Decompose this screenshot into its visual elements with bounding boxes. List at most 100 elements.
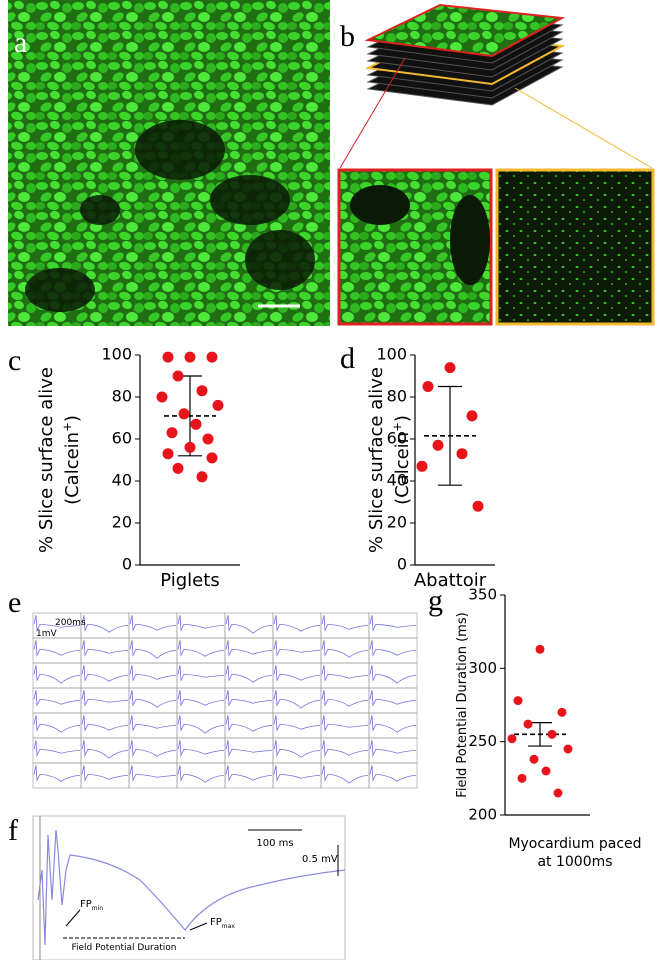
trace-cell (272, 737, 322, 764)
y-tick-label: 200 (468, 806, 497, 824)
volt-scale: 0.5 mV (302, 854, 338, 865)
label-part: (Calcein (392, 432, 413, 505)
y-tick-label: 250 (468, 732, 497, 750)
trace (177, 615, 225, 632)
fp-max: FPmax (210, 917, 235, 930)
trace (321, 615, 369, 632)
trace (33, 665, 81, 684)
data-point (535, 644, 545, 654)
y-tick-label: 100 (101, 345, 132, 364)
trace-cell (368, 687, 418, 714)
trace-cell (176, 762, 226, 789)
x-axis-label: Myocardium paced (508, 836, 641, 852)
trace (177, 640, 225, 657)
y-tick-label: 80 (112, 387, 132, 406)
fp-min: FPmin (80, 899, 103, 912)
trace (273, 740, 321, 758)
trace (177, 740, 225, 757)
y-tick-label: 80 (387, 387, 407, 406)
trace (33, 765, 81, 782)
data-point (184, 351, 196, 363)
trace-cell (176, 637, 226, 664)
panel-letter: f (8, 814, 18, 847)
tspan: min (92, 905, 104, 912)
trace (321, 665, 369, 682)
panel-letter: b (340, 20, 355, 53)
trace-frame (32, 815, 346, 960)
y-tick-label: 20 (112, 513, 132, 532)
volt-scale: 1mV (36, 629, 57, 639)
y-tick-label: 0 (397, 555, 407, 574)
data-point (416, 460, 428, 472)
label-sup: + (60, 422, 74, 432)
trace-cell (368, 637, 418, 664)
data-point (466, 410, 478, 422)
y-axis-label: % Slice surface alive (366, 367, 387, 553)
y-axis-label: (Calcein+) (60, 415, 83, 505)
trace (321, 640, 369, 658)
trace (129, 665, 177, 682)
trace (273, 690, 321, 709)
trace-cell (320, 662, 370, 689)
trace (321, 765, 369, 784)
link-line (514, 87, 653, 169)
data-point (563, 744, 573, 754)
ellipse (25, 268, 95, 312)
trace (33, 740, 81, 757)
ellipse (245, 230, 315, 290)
trace (129, 615, 177, 632)
trace (225, 740, 273, 757)
trace-cell (128, 662, 178, 689)
trace-cell (368, 762, 418, 789)
trace (225, 665, 273, 683)
trace-cell (128, 687, 178, 714)
y-axis-label: (Calcein+) (390, 415, 413, 505)
data-point (166, 427, 178, 439)
panel-letter: e (8, 586, 21, 619)
y-axis-label: Field Potential Duration (ms) (455, 612, 470, 797)
trace (81, 740, 129, 759)
trace-cell (32, 762, 82, 789)
tspan: FP (210, 917, 222, 928)
data-point (547, 729, 557, 739)
trace (129, 740, 177, 757)
y-tick-label: 40 (112, 471, 132, 490)
panel-letter: d (340, 342, 355, 375)
trace (369, 740, 417, 757)
trace-cell (224, 662, 274, 689)
link-line (339, 57, 406, 169)
data-point (190, 418, 202, 430)
trace (129, 715, 177, 732)
trace (225, 615, 273, 634)
x-axis-label: at 1000ms (537, 854, 612, 870)
data-point (206, 452, 218, 464)
trace (369, 615, 417, 632)
image-stack (364, 3, 566, 106)
trace (81, 615, 129, 633)
trace (225, 715, 273, 732)
trace (369, 690, 417, 707)
data-point (196, 471, 208, 483)
y-tick-label: 100 (376, 345, 407, 364)
trace-cell (80, 662, 130, 689)
trace (177, 690, 225, 707)
dark-region (350, 185, 410, 225)
data-point (172, 462, 184, 474)
trace (225, 690, 273, 707)
trace-cell (224, 687, 274, 714)
trace (129, 765, 177, 782)
trace (33, 690, 81, 707)
y-tick-label: 20 (387, 513, 407, 532)
data-point (456, 448, 468, 460)
dark-region (450, 195, 490, 285)
data-point (202, 433, 214, 445)
trace-cell (128, 637, 178, 664)
trace (33, 640, 81, 657)
arrow (65, 909, 81, 927)
trace-cell (272, 762, 322, 789)
data-point (444, 362, 456, 374)
trace-cell (80, 637, 130, 664)
trace-cell (224, 762, 274, 789)
trace-cell (272, 612, 322, 639)
